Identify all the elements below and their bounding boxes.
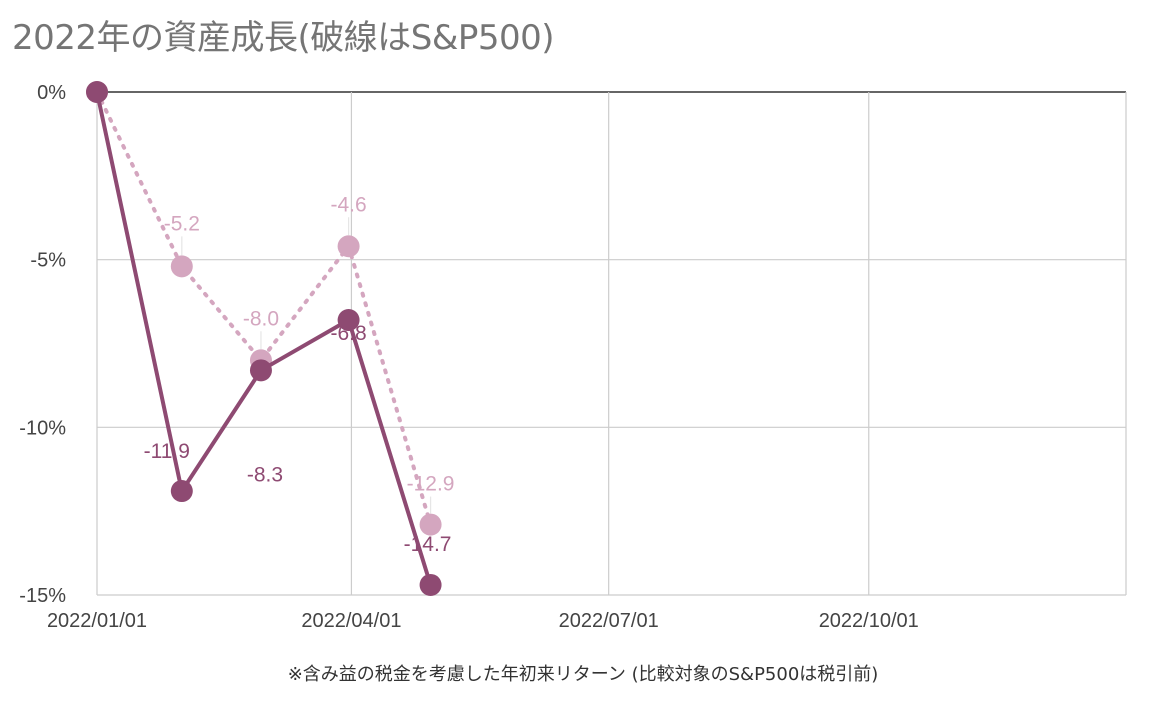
sp500-point (170, 255, 193, 278)
y-tick-label: -15% (19, 585, 66, 607)
sp500-data-label: -8.0 (243, 307, 279, 330)
series-lines (86, 81, 442, 596)
portfolio-point (86, 81, 108, 103)
x-tick-labels: 2022/01/01 2022/04/01 2022/07/01 2022/10/01 (47, 610, 919, 632)
portfolio-data-label: -8.3 (247, 463, 283, 486)
portfolio-data-label: -14.7 (404, 533, 452, 556)
portfolio-point (249, 359, 272, 382)
portfolio-data-label: -6.8 (331, 322, 367, 345)
y-tick-labels: 0% -5% -10% -15% (19, 82, 66, 607)
portfolio-data-label: -11.9 (144, 440, 190, 463)
portfolio-line (95, 91, 433, 586)
data-labels: -11.9 -8.3 -6.8 -14.7 -5.2 -8.0 -4.6 -12.9 (144, 193, 455, 556)
portfolio-point (419, 573, 442, 596)
sp500-data-label: -5.2 (164, 212, 200, 235)
x-tick-label: 2022/04/01 (301, 610, 401, 632)
sp500-line (95, 90, 433, 527)
y-tick-label: -5% (30, 250, 66, 272)
portfolio-point (337, 309, 360, 332)
grid (96, 91, 1127, 596)
portfolio-point (170, 480, 193, 503)
y-tick-label: -10% (19, 417, 66, 439)
sp500-point (419, 513, 442, 536)
x-tick-label: 2022/01/01 (47, 610, 147, 632)
y-tick-label: 0% (37, 82, 66, 104)
x-tick-label: 2022/10/01 (819, 610, 919, 632)
x-tick-label: 2022/07/01 (559, 610, 659, 632)
chart-title: 2022年の資産成長(破線はS&P500) (12, 18, 555, 58)
sp500-data-label: -4.6 (331, 193, 367, 216)
sp500-data-label: -12.9 (407, 473, 455, 496)
sp500-point (337, 235, 360, 258)
chart-footnote: ※含み益の税金を考慮した年初来リターン (比較対象のS&P500は税引前) (287, 664, 879, 685)
